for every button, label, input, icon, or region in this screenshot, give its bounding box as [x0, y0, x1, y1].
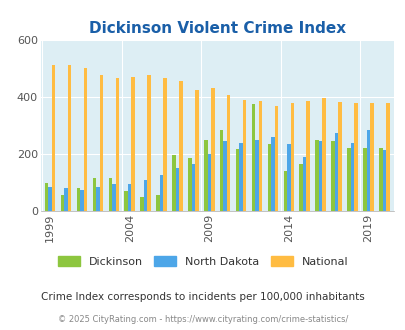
Bar — [207, 154, 211, 211]
Bar — [179, 81, 182, 211]
Bar — [83, 68, 87, 211]
Bar — [302, 157, 306, 211]
Bar — [274, 106, 277, 211]
Bar — [99, 75, 103, 211]
Bar — [378, 148, 382, 211]
Bar — [131, 77, 134, 211]
Bar — [96, 187, 99, 211]
Bar — [45, 182, 48, 211]
Bar — [283, 171, 286, 211]
Bar — [242, 100, 246, 211]
Bar — [255, 140, 258, 211]
Bar — [366, 130, 369, 211]
Bar — [160, 176, 163, 211]
Bar — [124, 191, 128, 211]
Bar — [77, 188, 80, 211]
Bar — [175, 168, 179, 211]
Bar — [203, 140, 207, 211]
Bar — [191, 164, 195, 211]
Bar — [337, 102, 341, 211]
Bar — [80, 190, 83, 211]
Bar — [92, 178, 96, 211]
Bar — [211, 88, 214, 211]
Bar — [267, 144, 271, 211]
Bar — [239, 143, 242, 211]
Bar — [52, 65, 55, 211]
Title: Dickinson Violent Crime Index: Dickinson Violent Crime Index — [88, 21, 345, 36]
Bar — [258, 101, 262, 211]
Bar — [286, 144, 290, 211]
Bar — [350, 143, 353, 211]
Bar — [382, 150, 385, 211]
Bar — [322, 98, 325, 211]
Bar — [334, 133, 337, 211]
Bar — [235, 149, 239, 211]
Bar — [64, 188, 68, 211]
Bar — [61, 195, 64, 211]
Bar — [68, 65, 71, 211]
Bar — [346, 148, 350, 211]
Bar — [112, 184, 115, 211]
Bar — [195, 90, 198, 211]
Bar — [163, 78, 166, 211]
Bar — [369, 103, 373, 211]
Bar — [362, 148, 366, 211]
Bar — [318, 141, 322, 211]
Legend: Dickinson, North Dakota, National: Dickinson, North Dakota, National — [58, 256, 347, 267]
Bar — [140, 197, 143, 211]
Bar — [315, 140, 318, 211]
Bar — [306, 101, 309, 211]
Bar — [48, 187, 52, 211]
Bar — [172, 155, 175, 211]
Text: Crime Index corresponds to incidents per 100,000 inhabitants: Crime Index corresponds to incidents per… — [41, 292, 364, 302]
Bar — [223, 141, 226, 211]
Bar — [156, 195, 160, 211]
Bar — [115, 78, 119, 211]
Bar — [299, 164, 302, 211]
Bar — [271, 137, 274, 211]
Bar — [108, 178, 112, 211]
Bar — [251, 104, 255, 211]
Bar — [220, 130, 223, 211]
Bar — [143, 180, 147, 211]
Bar — [128, 184, 131, 211]
Bar — [188, 158, 191, 211]
Bar — [226, 95, 230, 211]
Text: © 2025 CityRating.com - https://www.cityrating.com/crime-statistics/: © 2025 CityRating.com - https://www.city… — [58, 315, 347, 324]
Bar — [330, 141, 334, 211]
Bar — [385, 103, 388, 211]
Bar — [147, 75, 151, 211]
Bar — [353, 103, 357, 211]
Bar — [290, 103, 293, 211]
